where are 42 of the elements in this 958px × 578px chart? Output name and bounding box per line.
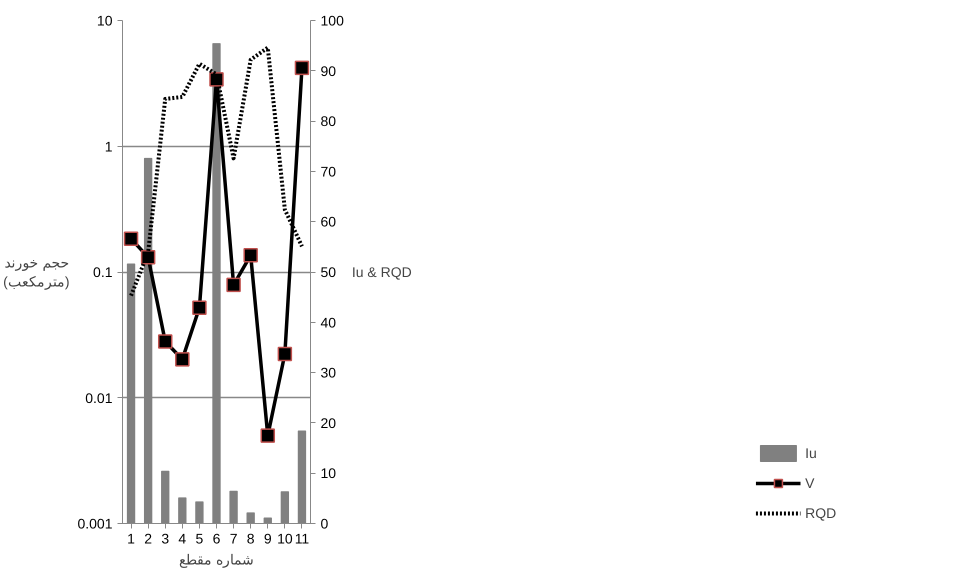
y2-tick-label: 30 bbox=[320, 364, 336, 381]
y-tick-label: 10 bbox=[96, 12, 113, 28]
x-axis-title: شماره مقطع bbox=[179, 552, 254, 568]
x-tick-label: 2 bbox=[144, 530, 152, 546]
x-tick-label: 4 bbox=[178, 530, 186, 546]
x-tick-label: 8 bbox=[246, 530, 255, 546]
point bbox=[278, 346, 292, 362]
point bbox=[226, 278, 241, 292]
y2-tick-label: 40 bbox=[320, 314, 336, 330]
y2-tick-label: 50 bbox=[320, 264, 336, 280]
legend-label: Iu bbox=[805, 445, 818, 461]
point bbox=[175, 352, 190, 367]
y2-tick-label: 10 bbox=[320, 465, 336, 482]
y-tick-label: 0.1 bbox=[93, 264, 113, 280]
y2-tick-label: 20 bbox=[320, 414, 336, 431]
y2-tick-label: 70 bbox=[320, 163, 336, 180]
x-tick-label: 6 bbox=[212, 530, 221, 546]
y-tick-label: 0.001 bbox=[77, 516, 113, 532]
point bbox=[294, 60, 310, 76]
y2-tick-label: 60 bbox=[320, 214, 336, 230]
x-tick-label: 3 bbox=[161, 530, 170, 546]
x-tick-label: 1 bbox=[127, 530, 136, 546]
x-tick-label: 10 bbox=[277, 530, 293, 546]
x-tick-label: 11 bbox=[294, 530, 310, 546]
point bbox=[243, 248, 258, 262]
legend-label: RQD bbox=[805, 505, 836, 521]
y-tick-label: 0.01 bbox=[85, 390, 113, 406]
point bbox=[260, 428, 276, 443]
y-tick-label: 1 bbox=[104, 138, 113, 154]
point bbox=[192, 300, 207, 315]
x-tick-label: 9 bbox=[264, 530, 272, 546]
y2-tick-label: 100 bbox=[320, 12, 344, 28]
x-tick-label: 7 bbox=[230, 530, 238, 546]
y-axis-title: حجم خورند (مترمکعب) bbox=[3, 254, 70, 291]
point bbox=[158, 334, 172, 349]
y2-tick-label: 90 bbox=[320, 62, 336, 79]
y2-axis-title: Iu & RQD bbox=[352, 264, 412, 280]
point bbox=[124, 231, 138, 246]
legend-label: V bbox=[805, 475, 816, 491]
x-tick-label: 5 bbox=[196, 530, 204, 546]
y2-tick-label: 0 bbox=[320, 516, 328, 532]
y2-tick-label: 80 bbox=[320, 113, 336, 130]
